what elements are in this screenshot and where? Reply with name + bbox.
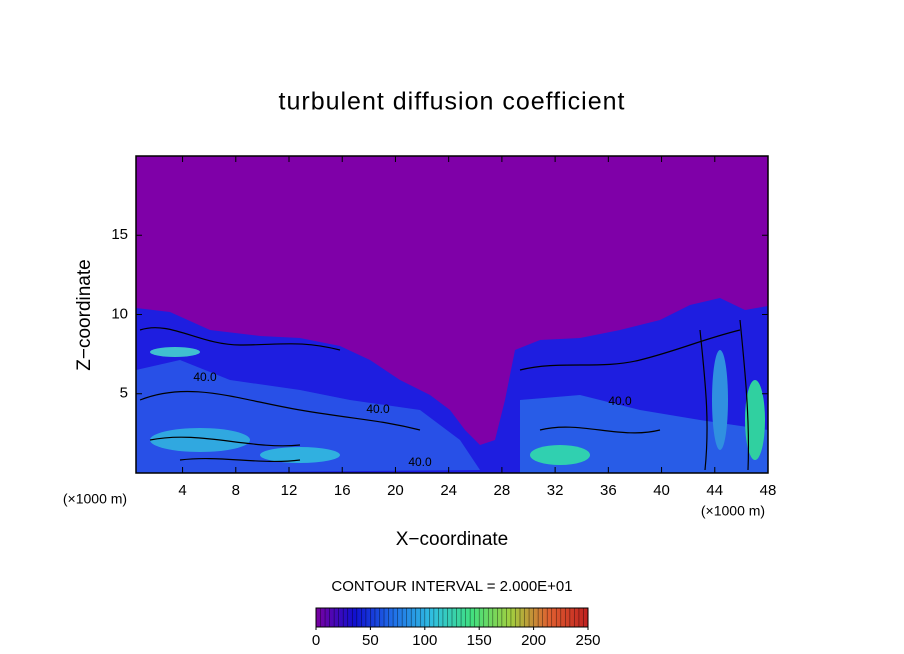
field <box>136 156 768 473</box>
y-tick-label: 15 <box>111 226 128 243</box>
colorbar-tick-label: 0 <box>312 632 320 649</box>
colorbar-label: CONTOUR INTERVAL = 2.000E+01 <box>331 578 572 595</box>
colorbar-tick-label: 150 <box>467 632 492 649</box>
x-tick-label: 40 <box>653 482 670 499</box>
contour-label: 40.0 <box>193 370 217 384</box>
x-tick-label: 28 <box>494 482 511 499</box>
x-tick-label: 4 <box>178 482 186 499</box>
chart-title: turbulent diffusion coefficient <box>279 88 626 116</box>
x-tick-label: 32 <box>547 482 564 499</box>
contour-label: 40.0 <box>408 455 432 469</box>
colorbar-tick-label: 250 <box>575 632 600 649</box>
colorbar-tick-label: 50 <box>362 632 379 649</box>
x-tick-label: 48 <box>760 482 777 499</box>
contour-label: 40.0 <box>366 402 390 416</box>
x-tick-label: 8 <box>232 482 240 499</box>
x-unit: (×1000 m) <box>701 503 765 519</box>
x-tick-label: 20 <box>387 482 404 499</box>
contour-label: 40.0 <box>608 394 632 408</box>
x-unit: (×1000 m) <box>63 491 127 507</box>
x-axis-label: X−coordinate <box>396 529 509 550</box>
x-tick-label: 44 <box>706 482 723 499</box>
y-tick-label: 5 <box>120 385 128 402</box>
x-tick-label: 12 <box>281 482 298 499</box>
x-tick-label: 16 <box>334 482 351 499</box>
colorbar-tick-label: 100 <box>412 632 437 649</box>
x-tick-label: 24 <box>440 482 457 499</box>
x-tick-label: 36 <box>600 482 617 499</box>
y-tick-label: 10 <box>111 305 128 322</box>
colorbar-tick-label: 200 <box>521 632 546 649</box>
y-axis-label: Z−coordinate <box>74 259 95 370</box>
